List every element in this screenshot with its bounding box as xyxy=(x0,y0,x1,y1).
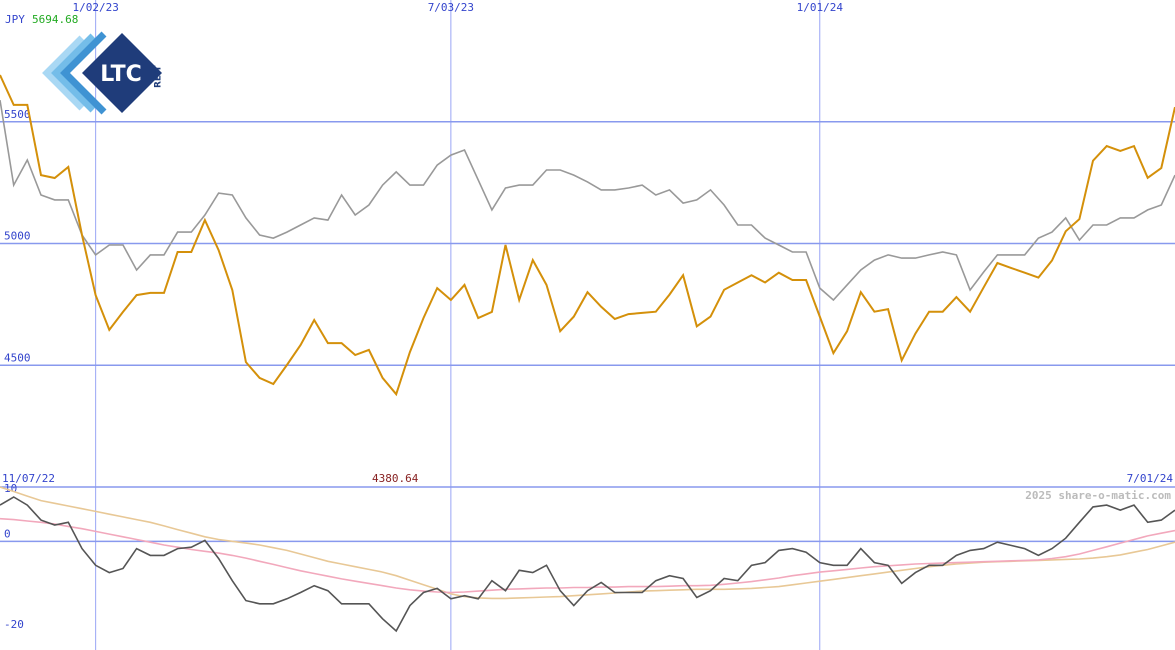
series-line xyxy=(0,99,1175,302)
series-line xyxy=(0,74,1175,397)
logo-chevron xyxy=(60,31,107,115)
logo-diamond xyxy=(82,33,162,113)
watermark: 2025 share-o-matic.com xyxy=(1025,489,1171,502)
x-tick-label: 7/03/23 xyxy=(428,1,474,14)
logo-tag: REIT xyxy=(154,65,164,88)
x-tick-label: 1/02/23 xyxy=(72,1,118,14)
x-tick-label: 1/01/24 xyxy=(797,1,844,14)
last-price: 5694.68 xyxy=(32,13,78,26)
series-line xyxy=(0,496,1175,633)
logo: LTC REIT xyxy=(42,31,164,115)
y-tick-label: 5000 xyxy=(4,230,31,243)
y-tick-label: 5500 xyxy=(4,108,31,121)
y-tick-label: 4500 xyxy=(4,351,31,364)
period-low: 4380.64 xyxy=(372,472,419,485)
currency: JPY xyxy=(5,13,25,26)
logo-chevron xyxy=(42,35,85,111)
y-tick-label: -20 xyxy=(4,618,24,631)
y-tick-label: 0 xyxy=(4,527,11,540)
series-line xyxy=(0,517,1175,594)
logo-name: LTC xyxy=(100,62,142,87)
logo-chevron xyxy=(51,33,96,113)
x-tick-label: 11/07/22 xyxy=(2,472,55,485)
x-tick-label: 7/01/24 xyxy=(1127,472,1174,485)
